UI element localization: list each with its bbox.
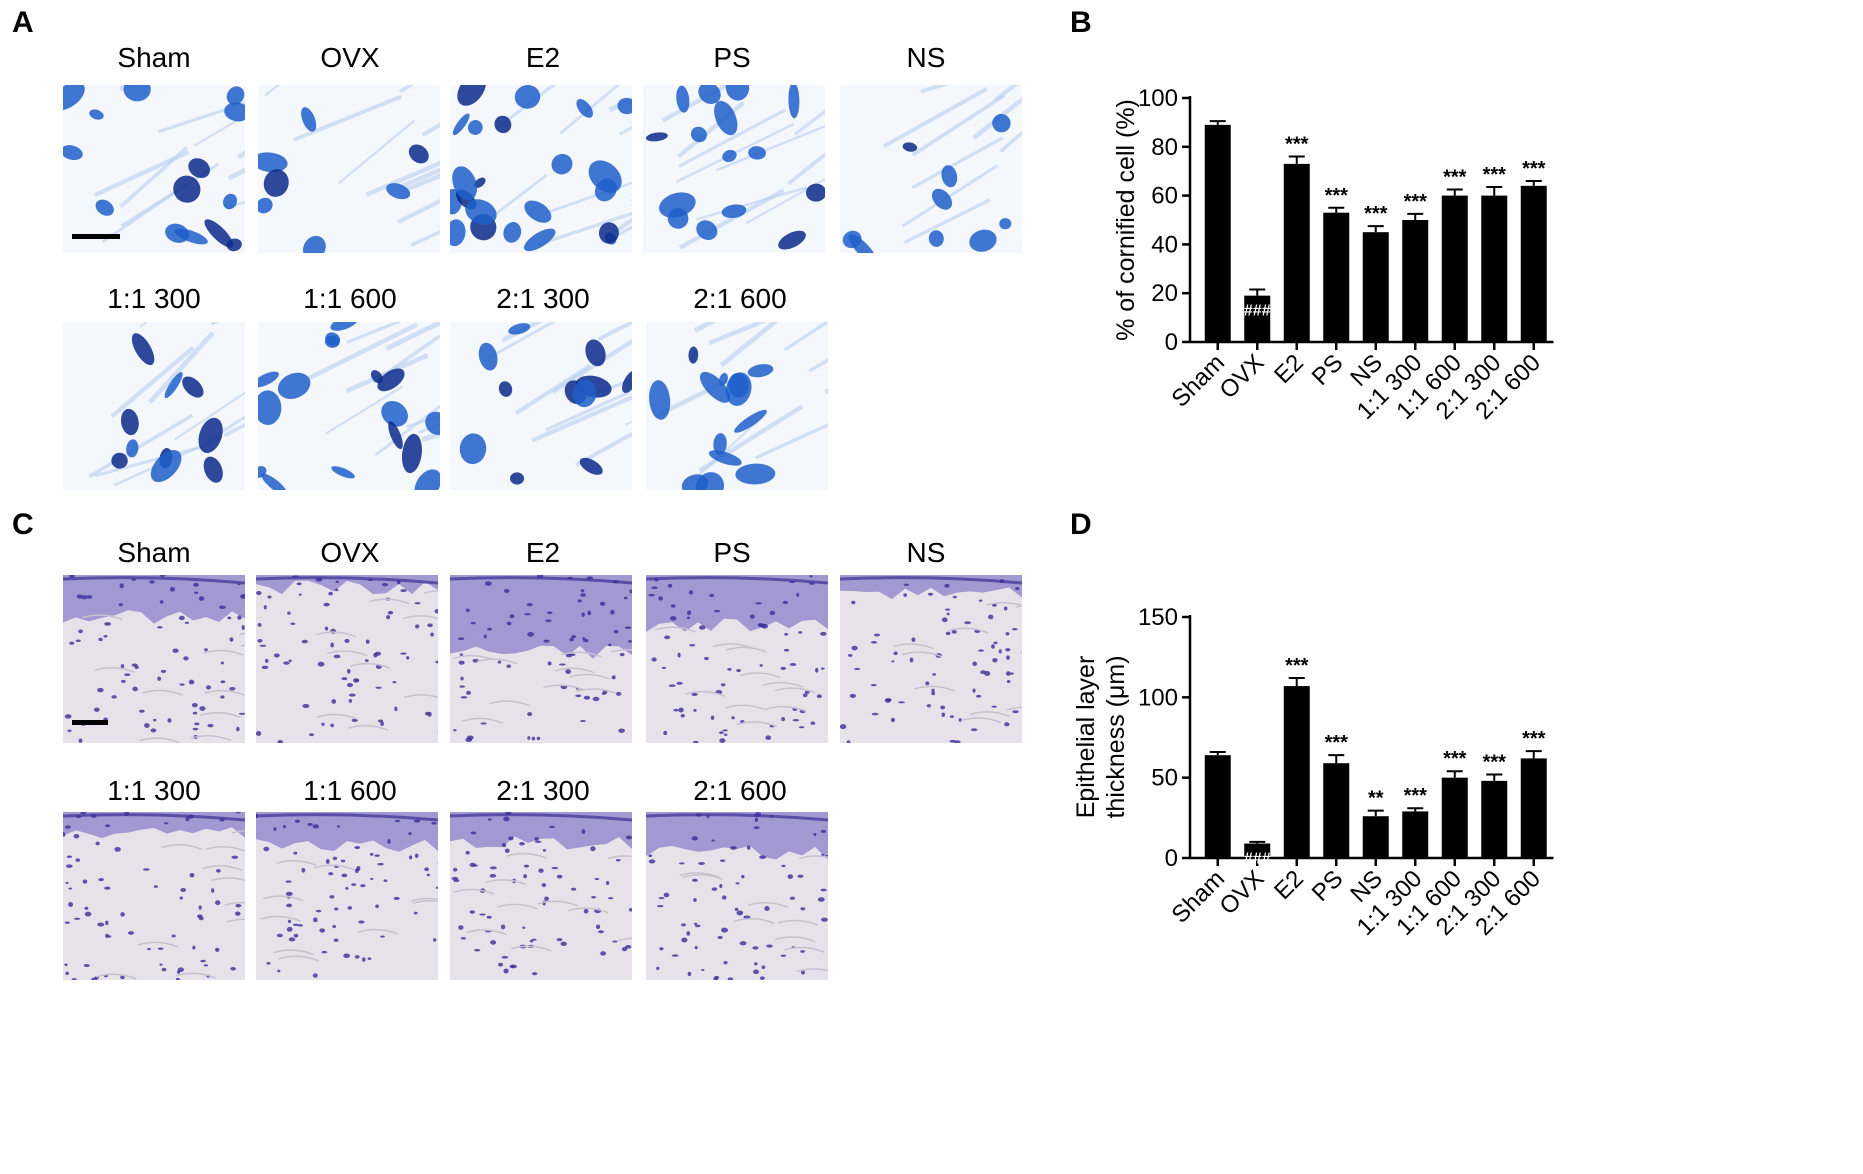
chart-d-bar	[1481, 780, 1508, 858]
panel-a-label-1-1-300: 1:1 300	[107, 283, 201, 314]
chart-b-x-tick-label: PS	[1307, 349, 1349, 391]
cytology-image-1-1-600	[258, 322, 440, 490]
panel-c-label-1-1-600: 1:1 600	[303, 775, 397, 806]
chart-d-bar	[1362, 816, 1389, 858]
chart-b-bar	[1520, 185, 1547, 342]
panel-a-label-ns: NS	[906, 42, 946, 73]
chart-b-y-tick-label: 0	[1165, 329, 1178, 356]
chart-d-bar	[1520, 758, 1547, 858]
panel-c-label-ps: PS	[713, 537, 751, 568]
chart-d-y-tick-label: 150	[1138, 604, 1178, 631]
chart-d-y-tick-label: 0	[1165, 845, 1178, 872]
chart-d-y-tick-label: 100	[1138, 684, 1178, 711]
chart-b-bar	[1362, 232, 1389, 342]
panel-a-label-1-1-600: 1:1 600	[303, 283, 397, 314]
chart-b-bar	[1402, 220, 1429, 342]
chart-d-y-axis-label: Epithelial layerthickness (μm)	[1072, 655, 1130, 818]
cytology-image-ps	[643, 85, 825, 253]
histology-image-ps	[646, 575, 828, 743]
panel-d-letter: D	[1070, 508, 1092, 541]
chart-b-y-axis-label: % of cornified cell (%)	[1112, 99, 1140, 341]
chart-b-bar	[1244, 295, 1271, 342]
chart-b-y-tick-label: 20	[1151, 280, 1178, 307]
chart-d-bar	[1441, 777, 1468, 858]
cytology-image-1-1-300	[63, 322, 245, 490]
chart-d-significance-label: ###	[1244, 851, 1271, 868]
panel-c-label-2-1-600: 2:1 600	[693, 775, 787, 806]
histology-image-e2	[450, 575, 632, 743]
chart-d-bar	[1402, 811, 1429, 858]
chart-d-significance-label: ***	[1443, 748, 1467, 770]
chart-d-bar	[1204, 755, 1231, 858]
chart-d-x-tick-label: E2	[1269, 865, 1309, 905]
chart-b-significance-label: ***	[1404, 191, 1428, 213]
panel-a-label-ps: PS	[713, 42, 751, 73]
chart-d-bar	[1323, 763, 1350, 858]
chart-b-bar	[1481, 195, 1508, 342]
histology-image-2-1-600	[646, 812, 828, 980]
histology-image-2-1-300	[450, 812, 632, 980]
chart-b-significance-label: ***	[1364, 203, 1388, 225]
chart-b-bar	[1283, 163, 1310, 342]
chart-b-significance-label: ###	[1244, 303, 1271, 320]
chart-d-bar	[1244, 843, 1271, 858]
chart-b-significance-label: ***	[1285, 134, 1309, 156]
histology-image-sham	[63, 575, 245, 743]
chart-d-x-tick-label: PS	[1307, 865, 1349, 907]
panel-a-letter: A	[12, 6, 34, 39]
chart-b-y-tick-label: 100	[1138, 85, 1178, 112]
chart-b-x-tick-label: OVX	[1215, 349, 1270, 404]
chart-d-significance-label: ***	[1325, 732, 1349, 754]
cytology-image-ns	[840, 85, 1022, 253]
panel-a-label-2-1-300: 2:1 300	[496, 283, 590, 314]
cytology-image-ovx	[258, 85, 440, 253]
panel-c-label-1-1-300: 1:1 300	[107, 775, 201, 806]
chart-b-bar	[1323, 212, 1350, 342]
chart-b-significance-label: ***	[1522, 158, 1546, 180]
histology-image-ovx	[256, 575, 438, 743]
chart-d-x-tick-label: OVX	[1215, 865, 1270, 920]
chart-b-significance-label: ***	[1325, 185, 1349, 207]
chart-b-significance-label: ***	[1443, 167, 1467, 189]
scale-bar	[72, 234, 120, 239]
panel-c-label-2-1-300: 2:1 300	[496, 775, 590, 806]
chart-b-y-tick-label: 60	[1151, 183, 1178, 210]
panel-a-label-ovx: OVX	[320, 42, 380, 73]
chart-d-significance-label: ***	[1404, 785, 1428, 807]
panel-c-letter: C	[12, 508, 34, 541]
chart-d-significance-label: ***	[1522, 728, 1546, 750]
chart-b-bar	[1441, 195, 1468, 342]
cytology-image-2-1-300	[450, 322, 632, 490]
panel-a-label-e2: E2	[525, 42, 561, 73]
scale-bar	[72, 720, 108, 725]
cytology-image-2-1-600	[646, 322, 828, 490]
panel-c-label-ovx: OVX	[320, 537, 380, 568]
chart-b-significance-label: ***	[1483, 164, 1507, 186]
panel-a-label-sham: Sham	[117, 42, 191, 73]
cytology-image-e2	[450, 85, 632, 253]
histology-image-ns	[840, 575, 1022, 743]
chart-d-significance-label: ***	[1285, 655, 1309, 677]
histology-image-1-1-300	[63, 812, 245, 980]
chart-b-x-tick-label: E2	[1269, 349, 1309, 389]
panel-b-letter: B	[1070, 6, 1092, 39]
chart-d-significance-label: ***	[1483, 751, 1507, 773]
panel-a-label-2-1-600: 2:1 600	[693, 283, 787, 314]
panel-c-label-e2: E2	[525, 537, 561, 568]
chart-d-bar	[1283, 686, 1310, 858]
cytology-image-sham	[63, 85, 245, 253]
histology-image-1-1-600	[256, 812, 438, 980]
panel-c-label-sham: Sham	[117, 537, 191, 568]
panel-c-label-ns: NS	[906, 537, 946, 568]
chart-d-significance-label: **	[1368, 788, 1384, 810]
chart-b-bar	[1204, 124, 1231, 342]
chart-b-y-tick-label: 40	[1151, 231, 1178, 258]
chart-d-y-tick-label: 50	[1151, 765, 1178, 792]
chart-b-y-tick-label: 80	[1151, 134, 1178, 161]
